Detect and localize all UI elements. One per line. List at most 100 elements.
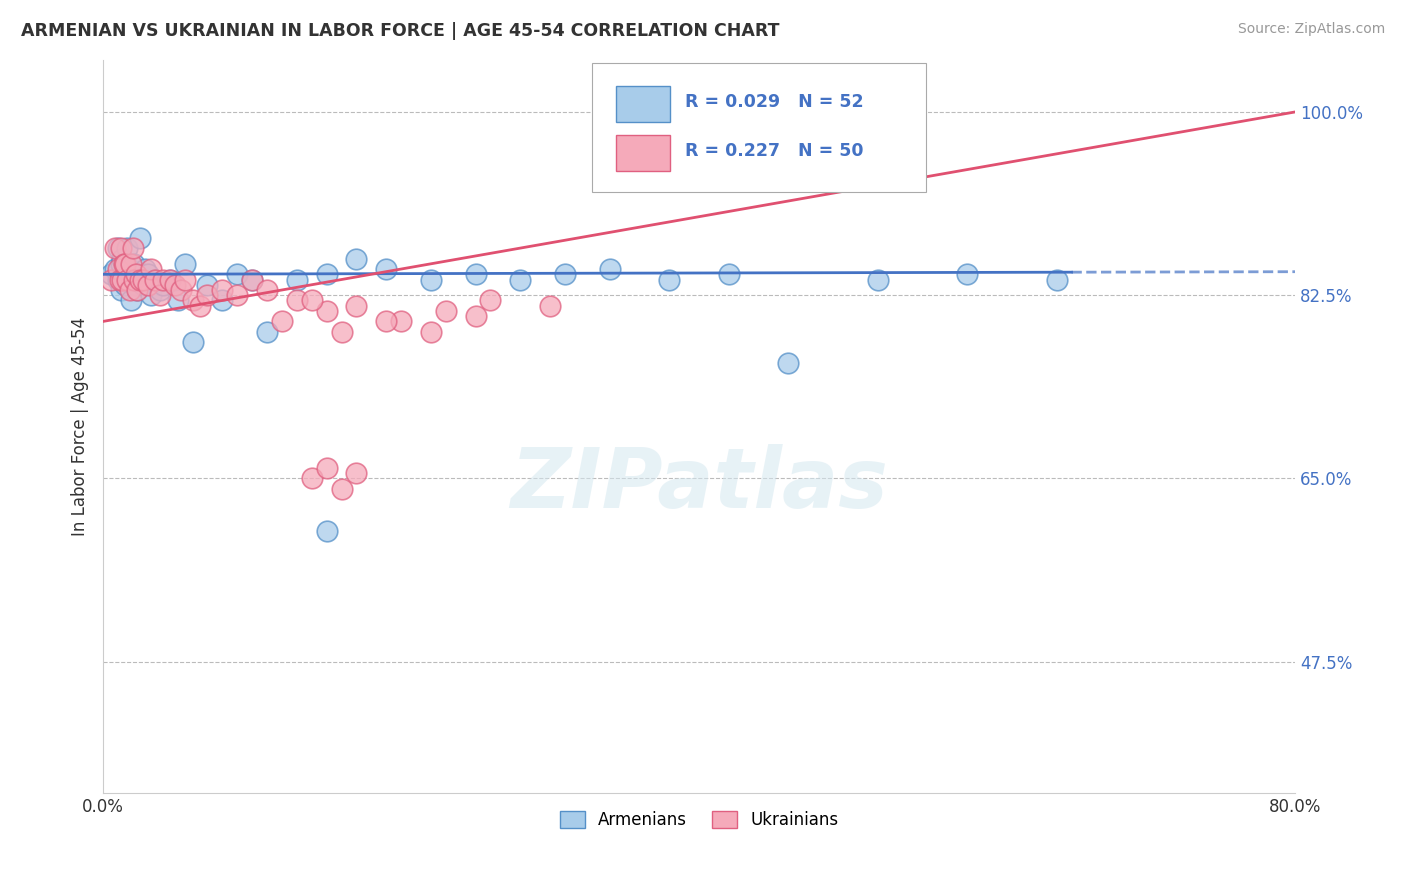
Point [197, 277, 219, 292]
Point [658, 272, 681, 286]
FancyBboxPatch shape [616, 86, 671, 122]
Point [778, 356, 800, 370]
Point [136, 277, 159, 292]
Point [125, 267, 148, 281]
Point [375, 314, 398, 328]
Point [315, 304, 337, 318]
Point [163, 277, 186, 292]
Point [464, 267, 486, 281]
Point [315, 267, 337, 281]
Point [127, 283, 149, 297]
Point [315, 461, 337, 475]
Point [114, 277, 136, 292]
Point [256, 283, 278, 297]
Point [344, 299, 367, 313]
Point [169, 283, 191, 297]
Point [174, 272, 197, 286]
Point [419, 325, 441, 339]
Text: Source: ZipAtlas.com: Source: ZipAtlas.com [1237, 22, 1385, 37]
Point [132, 277, 155, 292]
Point [149, 283, 172, 297]
Point [301, 293, 323, 308]
Point [152, 277, 174, 292]
Point [375, 262, 398, 277]
Point [271, 314, 294, 328]
Point [256, 325, 278, 339]
Point [330, 482, 353, 496]
Point [112, 257, 135, 271]
Point [211, 293, 233, 308]
Y-axis label: In Labor Force | Age 45-54: In Labor Force | Age 45-54 [72, 317, 89, 535]
Point [434, 304, 457, 318]
Point [118, 283, 141, 297]
Point [509, 272, 531, 286]
Text: R = 0.029   N = 52: R = 0.029 N = 52 [685, 93, 863, 112]
FancyBboxPatch shape [616, 135, 671, 171]
Point [115, 272, 138, 286]
Point [129, 272, 152, 286]
Point [104, 262, 127, 277]
Point [389, 314, 412, 328]
Point [344, 252, 367, 266]
Point [538, 299, 561, 313]
Point [240, 272, 263, 286]
Point [226, 288, 249, 302]
Point [717, 267, 740, 281]
Point [479, 293, 502, 308]
Point [139, 288, 162, 302]
Point [285, 272, 308, 286]
Point [100, 267, 122, 281]
Point [110, 257, 132, 271]
Point [181, 293, 204, 308]
Point [124, 257, 146, 271]
Point [285, 293, 308, 308]
Point [127, 283, 149, 297]
Point [122, 267, 145, 281]
Point [120, 293, 142, 308]
Point [143, 272, 166, 286]
Text: R = 0.227   N = 50: R = 0.227 N = 50 [685, 142, 863, 161]
Point [112, 272, 135, 286]
Point [120, 257, 142, 271]
Text: ARMENIAN VS UKRAINIAN IN LABOR FORCE | AGE 45-54 CORRELATION CHART: ARMENIAN VS UKRAINIAN IN LABOR FORCE | A… [21, 22, 779, 40]
Point [107, 262, 129, 277]
Point [129, 272, 152, 286]
Point [240, 272, 263, 286]
Point [152, 272, 174, 286]
Point [110, 241, 132, 255]
Point [554, 267, 576, 281]
Point [124, 272, 146, 286]
Point [188, 299, 211, 313]
Point [174, 257, 197, 271]
Point [100, 272, 122, 286]
Point [330, 325, 353, 339]
Point [159, 272, 181, 286]
Point [115, 241, 138, 255]
Point [132, 272, 155, 286]
Point [107, 272, 129, 286]
Point [599, 262, 621, 277]
Point [464, 309, 486, 323]
Point [117, 272, 139, 286]
Point [344, 467, 367, 481]
Point [125, 277, 148, 292]
Point [197, 288, 219, 302]
Point [211, 283, 233, 297]
Legend: Armenians, Ukrainians: Armenians, Ukrainians [553, 804, 845, 836]
Point [111, 252, 134, 266]
Point [301, 471, 323, 485]
Point [108, 272, 131, 286]
Point [226, 267, 249, 281]
Point [111, 272, 134, 286]
Point [315, 524, 337, 538]
Point [118, 262, 141, 277]
Point [114, 257, 136, 271]
Point [956, 267, 979, 281]
Point [129, 230, 152, 244]
Point [166, 293, 188, 308]
Point [110, 283, 132, 297]
Point [139, 262, 162, 277]
Point [114, 257, 136, 271]
Point [143, 272, 166, 286]
Point [104, 241, 127, 255]
